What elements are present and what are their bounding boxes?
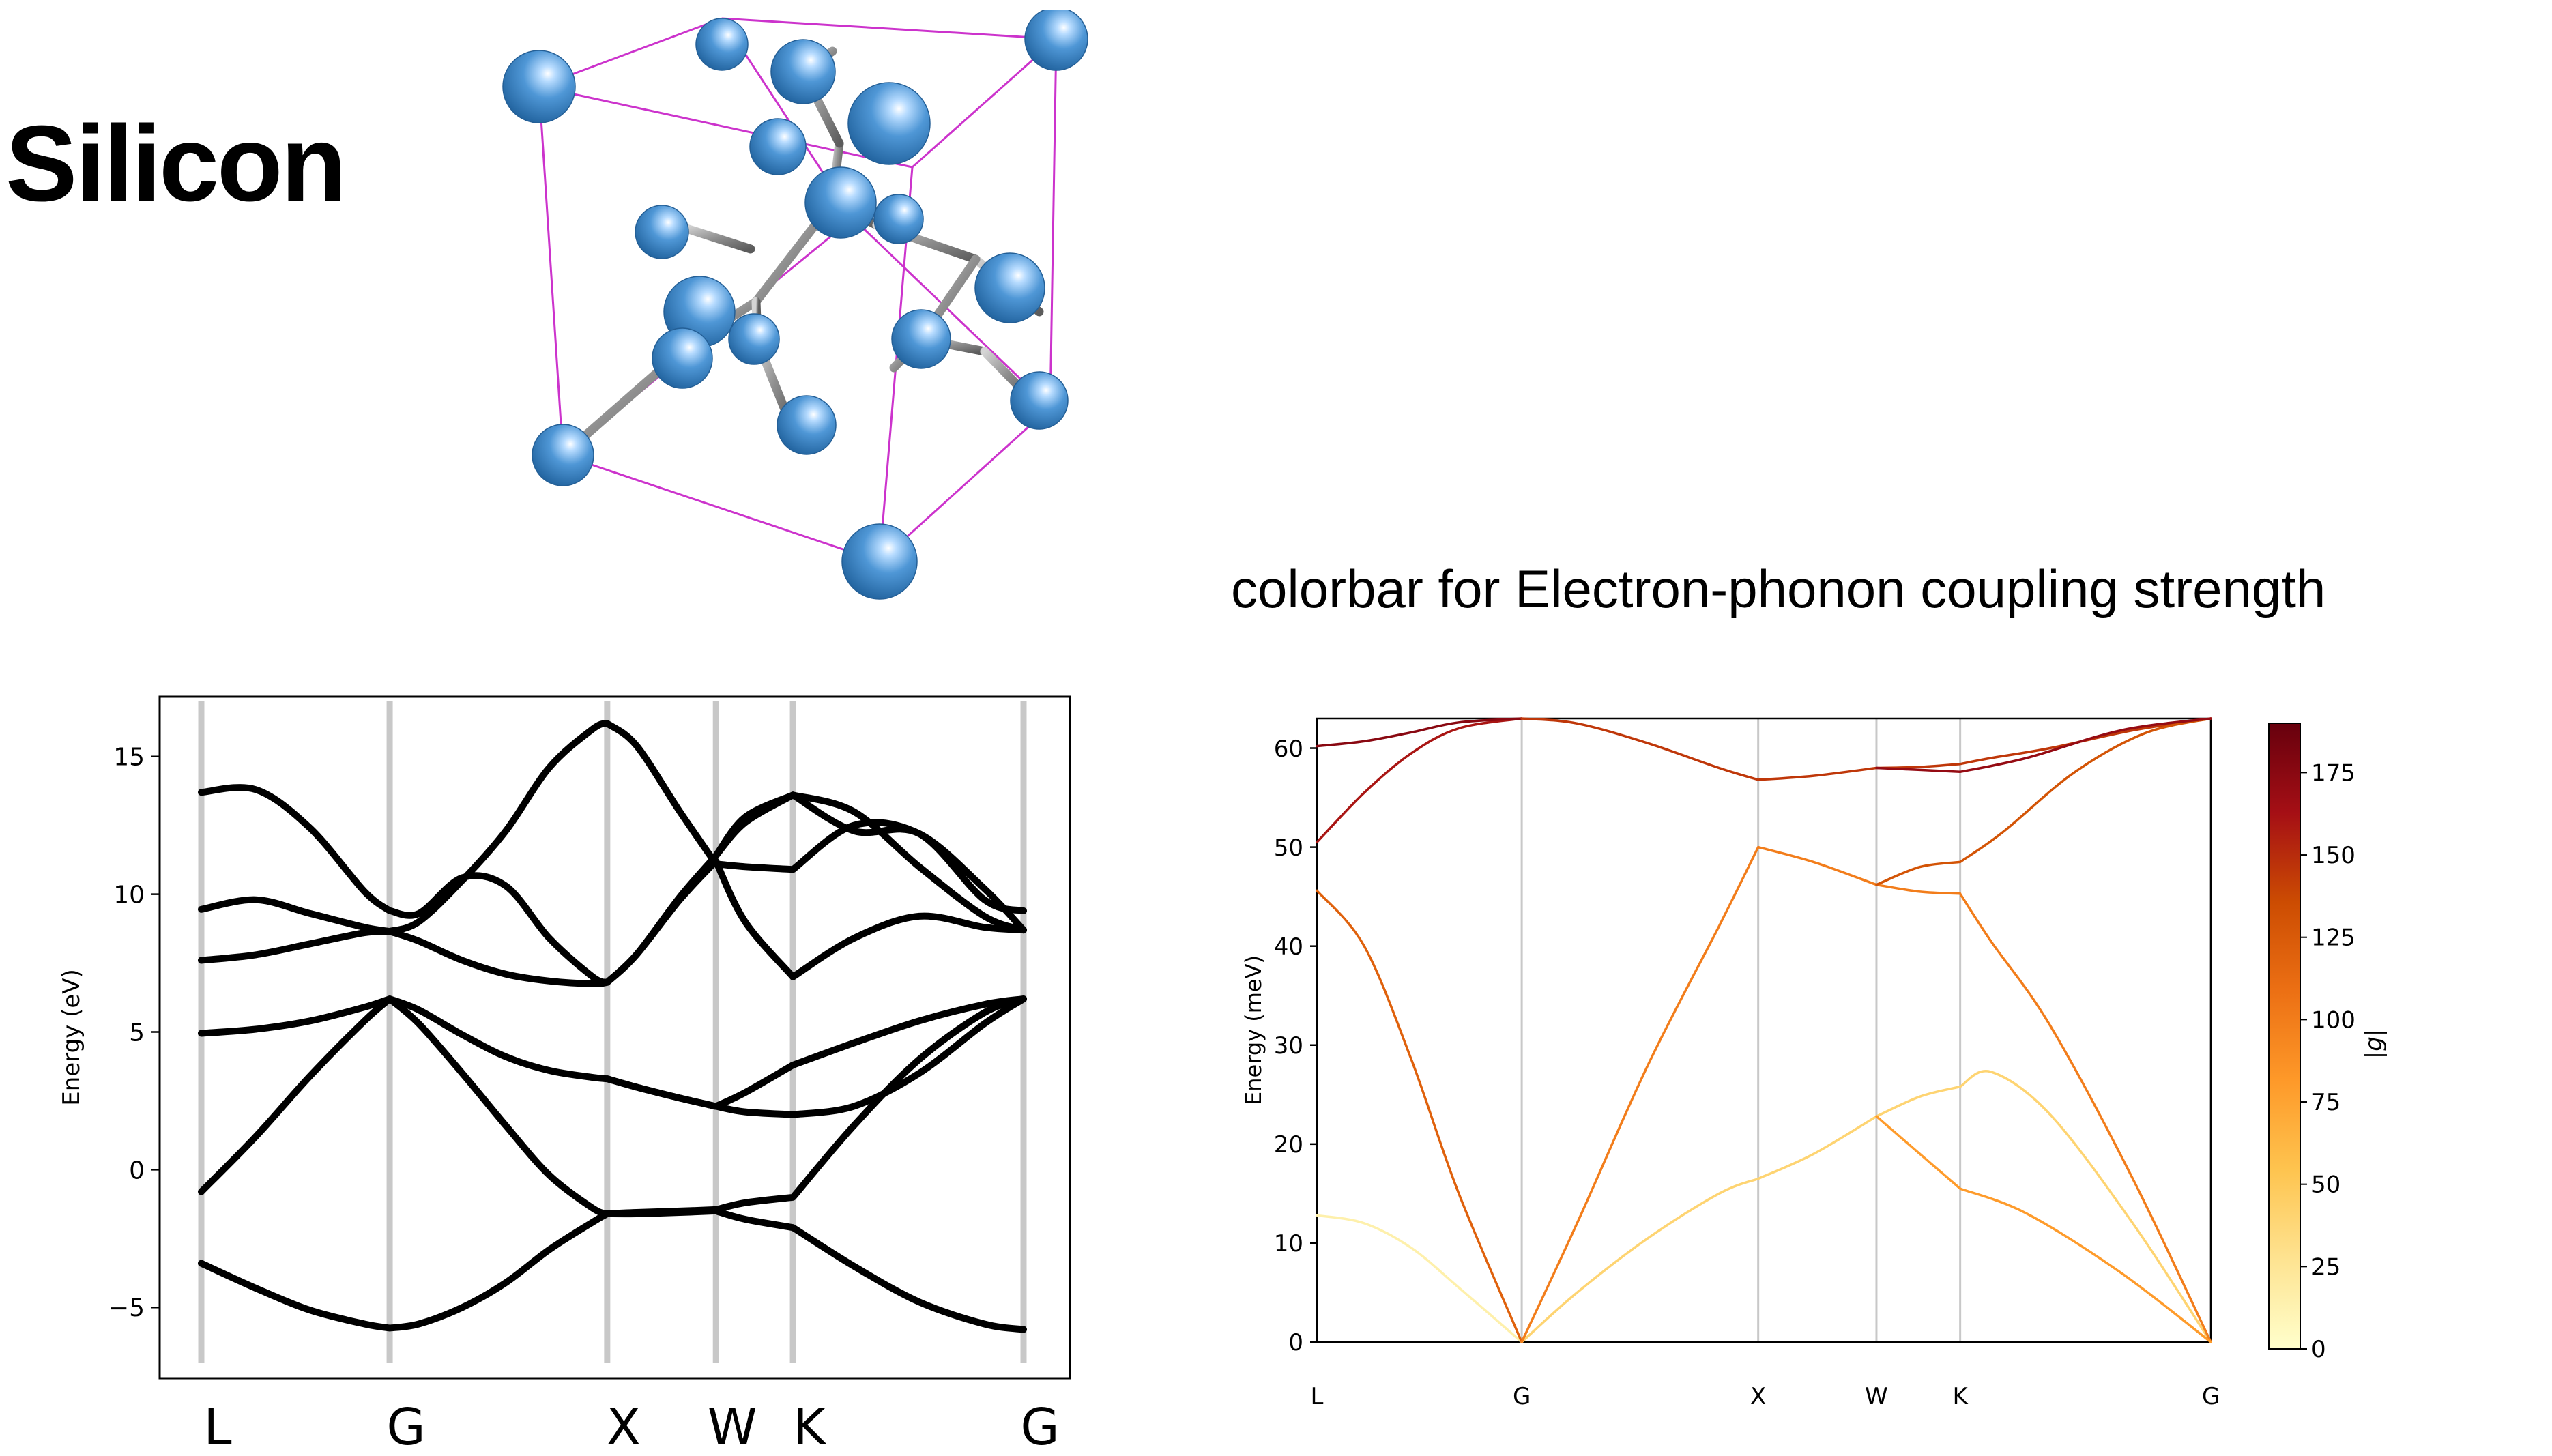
- y-tick-label-1: 0: [129, 1156, 145, 1184]
- x-tick-label-1: G: [1513, 1383, 1531, 1410]
- x-tick-label-2: X: [1750, 1383, 1766, 1410]
- colorbar-tick-label-2: 50: [2311, 1171, 2340, 1199]
- band-line-8: [1875, 717, 2212, 886]
- y-tick-label-6: 60: [1274, 736, 1303, 763]
- y-axis-label: Energy (eV): [58, 969, 85, 1106]
- y-tick-label-3: 30: [1274, 1032, 1303, 1060]
- y-tick-label-3: 10: [113, 882, 145, 909]
- band-line-9: [1875, 717, 2212, 774]
- band-line-3: [603, 995, 1027, 1110]
- colorbar-tick-label-5: 125: [2311, 924, 2355, 952]
- band-line-7: [1875, 1115, 2212, 1343]
- x-tick-label-3: W: [1865, 1383, 1888, 1410]
- x-tick-label-2: X: [606, 1398, 641, 1456]
- band-line-2: [1316, 717, 1523, 844]
- y-tick-label-1: 10: [1274, 1230, 1303, 1257]
- x-tick-label-3: W: [708, 1398, 757, 1456]
- page-title: Silicon: [5, 104, 347, 224]
- band-line-6: [1520, 717, 2212, 781]
- x-tick-label-0: L: [1311, 1383, 1324, 1410]
- phonon-dispersion-chart: 0 10 20 30 40 50 60 Energy (meV) L G X W K G 0 25 50 75 10…: [1241, 717, 2388, 1410]
- band-line-0: [198, 1207, 1027, 1333]
- x-tick-label-5: G: [1020, 1398, 1059, 1456]
- y-tick-label-0: 0: [1288, 1329, 1303, 1356]
- electronic-band-structure-chart: −5 0 5 10 15 Energy (eV) L G X W K G: [58, 695, 1071, 1456]
- colorbar-tick-label-1: 25: [2311, 1253, 2340, 1281]
- y-tick-label-4: 15: [113, 744, 145, 772]
- plot-frame: [1316, 717, 2212, 1343]
- colorbar-tick-label-6: 150: [2311, 842, 2355, 869]
- x-tick-label-4: K: [1952, 1383, 1969, 1410]
- x-tick-label-4: K: [793, 1398, 828, 1456]
- crystal-bonds: [558, 46, 1044, 460]
- band-line-0: [1316, 1214, 1523, 1343]
- band-line-3: [1316, 717, 1523, 748]
- band-line-4: [198, 858, 1027, 987]
- band-line-4: [1520, 1070, 2212, 1343]
- silicon-crystal-structure-image: [502, 10, 1088, 600]
- x-tick-label-5: G: [2202, 1383, 2220, 1410]
- y-tick-label-2: 5: [129, 1019, 145, 1047]
- band-line-7: [712, 791, 1027, 934]
- crystal-atoms: [502, 10, 1088, 600]
- y-tick-label-4: 40: [1274, 933, 1303, 961]
- colorbar: [2268, 723, 2301, 1350]
- y-tick-label-5: 50: [1274, 834, 1303, 862]
- y-tick-label-0: −5: [108, 1294, 145, 1322]
- band-line-1: [198, 995, 1027, 1217]
- y-tick-label-2: 20: [1274, 1131, 1303, 1159]
- x-tick-label-0: L: [203, 1398, 231, 1456]
- colorbar-tick-label-7: 175: [2311, 759, 2355, 787]
- colorbar-heading: colorbar for Electron-phonon coupling st…: [1231, 559, 2326, 619]
- band-line-1: [1316, 889, 1523, 1343]
- colorbar-tick-label-4: 100: [2311, 1006, 2355, 1034]
- colorbar-label: |g|: [2360, 1029, 2388, 1060]
- plot-frame: [158, 695, 1071, 1380]
- colorbar-tick-label-0: 0: [2311, 1336, 2326, 1363]
- y-axis-label: Energy (meV): [1241, 955, 1266, 1105]
- colorbar-tick-label-3: 75: [2311, 1089, 2340, 1116]
- band-line-5: [198, 720, 1027, 935]
- band-line-6: [198, 784, 1027, 986]
- x-tick-label-1: G: [386, 1398, 425, 1456]
- band-line-5: [1520, 845, 2212, 1343]
